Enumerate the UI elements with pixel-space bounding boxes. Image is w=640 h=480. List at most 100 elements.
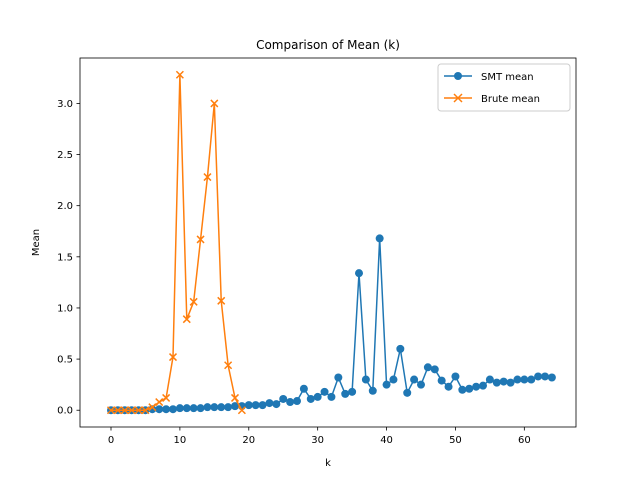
data-point-smt (375, 234, 384, 243)
data-point-smt (437, 376, 446, 385)
x-tick-label: 0 (108, 435, 114, 446)
series-brute (106, 70, 246, 415)
data-point-brute (203, 173, 212, 182)
data-point-smt (231, 402, 239, 411)
data-point-smt (272, 400, 281, 409)
data-point-smt (189, 404, 198, 413)
data-point-smt (217, 403, 226, 412)
data-point-smt (348, 387, 357, 396)
data-point-smt (148, 405, 157, 414)
data-point-smt (244, 401, 253, 410)
data-point-smt (389, 375, 398, 384)
data-point-smt (361, 375, 370, 384)
data-point-smt (410, 375, 419, 384)
y-tick-label: 1.0 (57, 303, 73, 314)
data-point-smt (534, 372, 543, 381)
data-point-brute (224, 361, 233, 370)
data-point-smt (465, 384, 474, 393)
data-point-brute (120, 406, 129, 415)
data-point-smt (306, 394, 315, 403)
data-point-smt (327, 392, 336, 401)
data-point-smt (520, 375, 529, 384)
data-point-smt (444, 382, 453, 391)
legend-label-smt: SMT mean (481, 72, 534, 83)
data-point-smt (541, 372, 549, 381)
data-point-smt (175, 404, 184, 413)
data-point-smt (417, 380, 425, 389)
data-point-smt (155, 405, 164, 414)
data-point-smt (403, 388, 412, 397)
data-point-smt (182, 404, 191, 413)
data-point-brute (113, 406, 122, 415)
y-tick-label: 2.0 (57, 201, 73, 212)
data-point-brute (182, 315, 191, 324)
data-point-brute (196, 235, 205, 244)
x-tick-label: 30 (311, 435, 324, 446)
data-point-smt (506, 378, 515, 387)
data-point-smt (251, 401, 260, 410)
data-point-smt (341, 389, 350, 398)
data-point-smt (513, 375, 522, 384)
data-point-brute (210, 99, 219, 108)
series-line-brute (111, 74, 243, 411)
data-point-smt (485, 375, 494, 384)
data-point-smt (286, 398, 295, 407)
data-point-brute (230, 393, 240, 402)
data-point-smt (492, 378, 501, 387)
data-point-smt (458, 385, 467, 394)
x-tick-label: 10 (174, 435, 187, 446)
data-point-brute (217, 296, 226, 305)
data-point-brute (155, 398, 164, 407)
y-axis-label: Mean (31, 229, 42, 256)
data-point-smt (396, 344, 405, 353)
x-axis: 0 10 20 30 40 50 60 (108, 427, 531, 446)
data-point-smt (451, 372, 460, 381)
plot-frame (79, 57, 577, 428)
data-point-smt (265, 399, 274, 408)
y-tick-label: 3.0 (57, 99, 73, 110)
legend-label-brute: Brute mean (481, 94, 540, 105)
data-point-smt (527, 375, 536, 384)
data-point-brute (237, 406, 246, 415)
data-point-smt (313, 392, 322, 401)
data-point-smt (382, 380, 391, 389)
data-point-smt (279, 394, 288, 403)
y-tick-label: 0.5 (57, 355, 73, 366)
x-tick-label: 50 (449, 435, 462, 446)
plot-area (79, 57, 577, 428)
data-point-smt (430, 365, 439, 374)
data-point-brute (175, 70, 184, 79)
data-point-brute (127, 406, 136, 415)
x-tick-label: 20 (242, 435, 255, 446)
legend: SMT mean Brute mean (437, 63, 571, 112)
series-layer (106, 70, 556, 415)
y-axis: 0.0 0.5 1.0 1.5 2.0 2.5 3.0 (57, 99, 80, 417)
data-point-smt (224, 403, 233, 412)
data-point-smt (293, 397, 301, 406)
data-point-smt (162, 405, 171, 414)
data-point-smt (334, 373, 343, 382)
data-point-brute (134, 406, 143, 415)
data-point-smt (258, 401, 267, 410)
data-point-smt (479, 381, 487, 390)
y-tick-label: 2.5 (57, 150, 73, 161)
data-point-brute (168, 353, 178, 362)
y-tick-label: 0.0 (57, 406, 73, 417)
x-axis-label: k (325, 458, 331, 469)
data-point-smt (423, 363, 432, 372)
data-point-smt (547, 373, 556, 382)
data-point-smt (355, 269, 363, 278)
data-point-smt (210, 403, 219, 412)
data-point-smt (299, 384, 308, 393)
data-point-smt (203, 403, 212, 412)
data-point-smt (368, 386, 377, 395)
data-point-smt (320, 387, 329, 396)
data-point-brute (148, 403, 157, 412)
x-tick-label: 60 (518, 435, 531, 446)
data-point-smt (169, 405, 177, 414)
data-point-brute (141, 406, 150, 415)
x-tick-label: 40 (380, 435, 393, 446)
legend-marker-smt (454, 72, 462, 80)
data-point-smt (499, 377, 508, 386)
